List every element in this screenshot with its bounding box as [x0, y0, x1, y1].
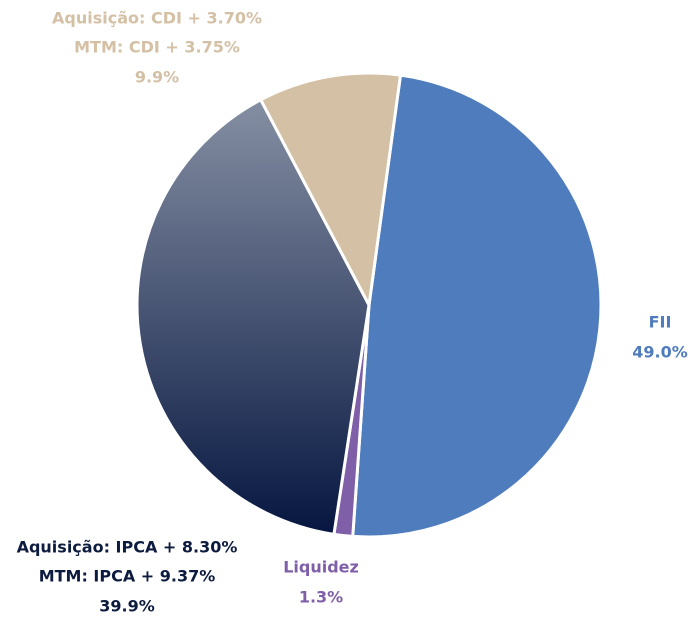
- pie-slice: [351, 73, 603, 539]
- value-label: 39.9%: [99, 597, 155, 616]
- value-label: 1.3%: [299, 588, 343, 607]
- slice-label: Aquisição: IPCA + 8.30%: [17, 538, 238, 557]
- slice-label: MTM: IPCA + 9.37%: [39, 567, 216, 586]
- value-label: 49.0%: [632, 343, 688, 362]
- pie-slice: [135, 97, 371, 537]
- value-label: 9.9%: [135, 68, 179, 87]
- slice-label: Aquisição: CDI + 3.70%: [52, 9, 262, 28]
- pie-slice: [258, 71, 403, 310]
- slice-label: Liquidez: [283, 558, 359, 577]
- slice-label: MTM: CDI + 3.75%: [74, 38, 240, 57]
- slice-label: FII: [649, 313, 672, 332]
